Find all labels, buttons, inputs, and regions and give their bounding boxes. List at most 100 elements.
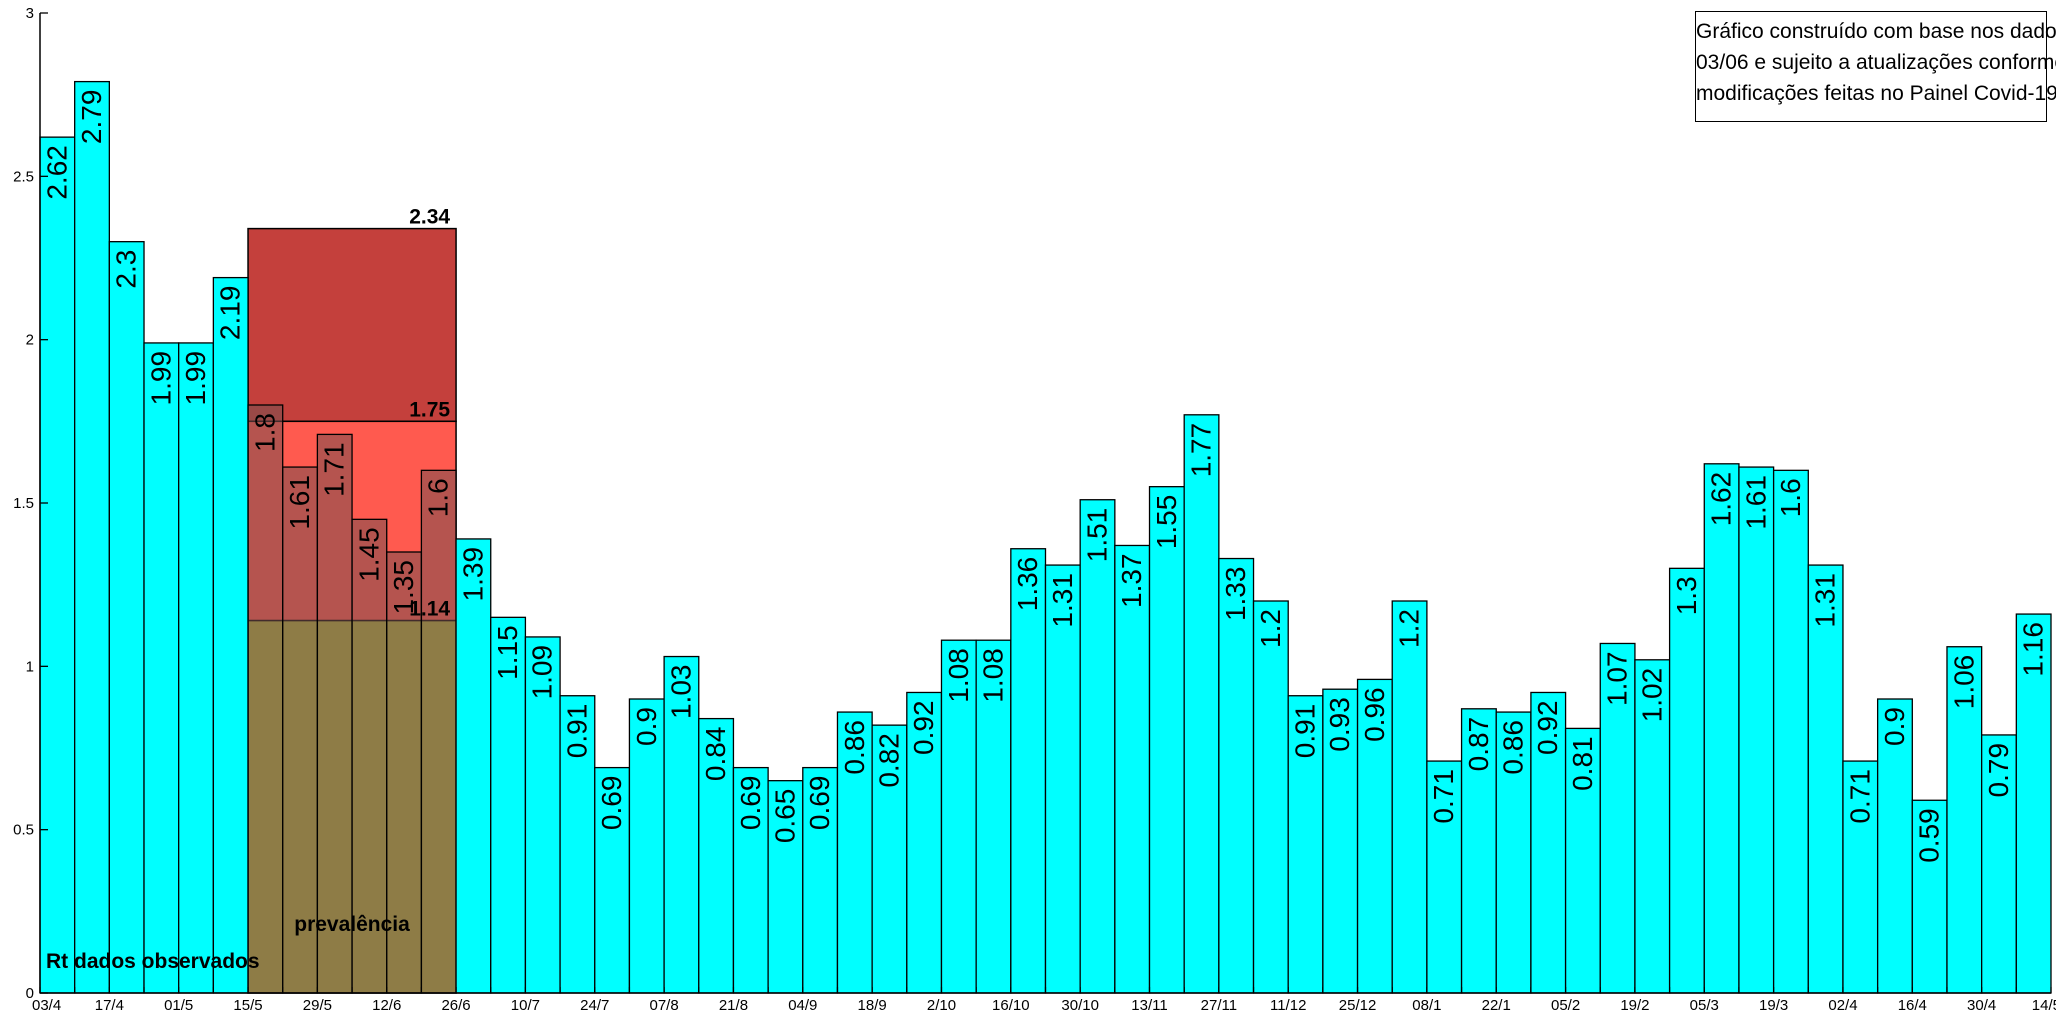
bar-value-label: 1.31	[1047, 573, 1078, 628]
bar	[1634, 659, 1671, 994]
bar-value-label: 1.37	[1116, 553, 1147, 608]
x-tick-label: 19/2	[1620, 997, 1649, 1014]
bar-value-label: 0.59	[1914, 808, 1945, 863]
bar-value-label: 1.15	[492, 625, 523, 680]
bar	[455, 538, 492, 994]
bar	[386, 551, 423, 994]
bar	[1772, 469, 1809, 994]
bar-value-label: 1.06	[1948, 655, 1979, 710]
bar	[1252, 600, 1289, 994]
y-tick-label: 2.5	[13, 168, 34, 185]
x-tick-label: 26/6	[441, 997, 470, 1014]
bar-value-label: 1.31	[1810, 573, 1841, 628]
x-tick-label: 17/4	[95, 997, 124, 1014]
bar	[1322, 688, 1359, 994]
bar	[871, 724, 908, 994]
y-tick-label: 0	[26, 985, 34, 1002]
bar-value-label: 1.02	[1636, 668, 1667, 723]
bar-value-label: 1.07	[1602, 651, 1633, 706]
bars-group	[39, 80, 2052, 994]
bar-value-label: 0.79	[1983, 743, 2014, 798]
y-tick-label: 0.5	[13, 822, 34, 839]
bar	[2015, 613, 2052, 994]
bar	[1703, 463, 1740, 994]
bar-value-label: 0.71	[1844, 769, 1875, 824]
bar-value-label: 0.9	[631, 707, 662, 746]
x-tick-label: 12/6	[372, 997, 401, 1014]
x-tick-label: 30/4	[1967, 997, 1996, 1014]
note-line-2: 03/06 e sujeito a atualizações conforme	[1696, 51, 2056, 74]
x-tick-label: 13/11	[1131, 997, 1167, 1014]
x-tick-label: 22/1	[1482, 997, 1511, 1014]
x-tick-label: 30/10	[1061, 997, 1099, 1014]
bar	[836, 711, 873, 994]
bar-value-label: 2.3	[111, 250, 142, 289]
x-tick-label: 05/2	[1551, 997, 1580, 1014]
bar-value-label: 0.91	[1290, 704, 1321, 759]
bar-value-label: 0.93	[1324, 697, 1355, 752]
prevalence-labels: 2.34 1.75 1.14	[409, 206, 450, 621]
bar	[420, 469, 457, 994]
bar	[663, 655, 700, 994]
bar-value-label: 1.71	[319, 442, 350, 497]
bar-value-label: 1.77	[1186, 423, 1217, 478]
x-tick-label: 04/9	[788, 997, 817, 1014]
bar	[732, 766, 769, 994]
bar-value-label: 0.71	[1428, 769, 1459, 824]
bar	[940, 639, 977, 994]
bar	[143, 342, 180, 994]
bar	[1738, 466, 1775, 994]
bar	[316, 433, 353, 994]
bar-value-label: 1.99	[180, 351, 211, 406]
bar-value-label: 1.08	[943, 648, 974, 703]
x-tick-label: 2/10	[927, 997, 956, 1014]
y-tick-label: 1	[26, 658, 34, 675]
bar-value-label: 2.62	[41, 145, 72, 200]
note-box: Gráfico construído com base nos dados de…	[1695, 11, 2056, 122]
x-tick-label: 14/5	[2032, 997, 2056, 1014]
bar	[1114, 544, 1151, 994]
bar-value-label: 0.9	[1879, 707, 1910, 746]
bar-value-label: 1.3	[1671, 576, 1702, 615]
bar-value-label: 1.6	[1775, 478, 1806, 517]
prevalence-mid-label: 1.75	[409, 398, 450, 421]
prevalence-label: prevalência	[294, 913, 410, 936]
bar	[1668, 567, 1705, 994]
x-tick-label: 15/5	[233, 997, 262, 1014]
bar	[1530, 691, 1567, 994]
bar-value-label: 0.82	[873, 733, 904, 788]
bar-value-label: 0.69	[804, 776, 835, 831]
x-tick-label: 27/11	[1201, 997, 1237, 1014]
bar	[39, 136, 76, 994]
bar-value-label: 1.51	[1082, 508, 1113, 563]
bar	[247, 404, 284, 994]
bar-value-label: 1.36	[1012, 557, 1043, 612]
bar	[594, 766, 631, 994]
x-tick-label: 25/12	[1339, 997, 1377, 1014]
x-tick-label: 19/3	[1759, 997, 1788, 1014]
x-tick-label: 05/3	[1690, 997, 1719, 1014]
bar-value-label: 1.2	[1394, 609, 1425, 648]
bar-value-label: 0.87	[1463, 717, 1494, 772]
x-tick-label: 01/5	[164, 997, 193, 1014]
bar	[1391, 600, 1428, 994]
bar	[975, 639, 1012, 994]
bar-value-label: 1.61	[1740, 475, 1771, 529]
x-tick-label: 10/7	[511, 997, 540, 1014]
x-tick-label: 03/4	[32, 997, 61, 1014]
bar-value-label: 0.96	[1359, 687, 1390, 742]
bar	[1044, 564, 1081, 994]
bar	[74, 80, 110, 994]
observed-data-label: Rt dados observados	[46, 950, 260, 973]
bar-value-label: 0.69	[735, 776, 766, 831]
note-line-1: Gráfico construído com base nos dados de	[1696, 20, 2056, 43]
x-tick-label: 11/12	[1270, 997, 1306, 1014]
bar-value-label: 2.19	[215, 286, 246, 341]
y-tick-label: 2	[26, 332, 34, 349]
bar-value-label: 1.35	[388, 560, 419, 615]
x-tick-label: 29/5	[303, 997, 332, 1014]
bar	[1495, 711, 1532, 994]
prevalence-low-label: 1.14	[409, 598, 450, 621]
prevalence-high-label: 2.34	[409, 206, 450, 229]
